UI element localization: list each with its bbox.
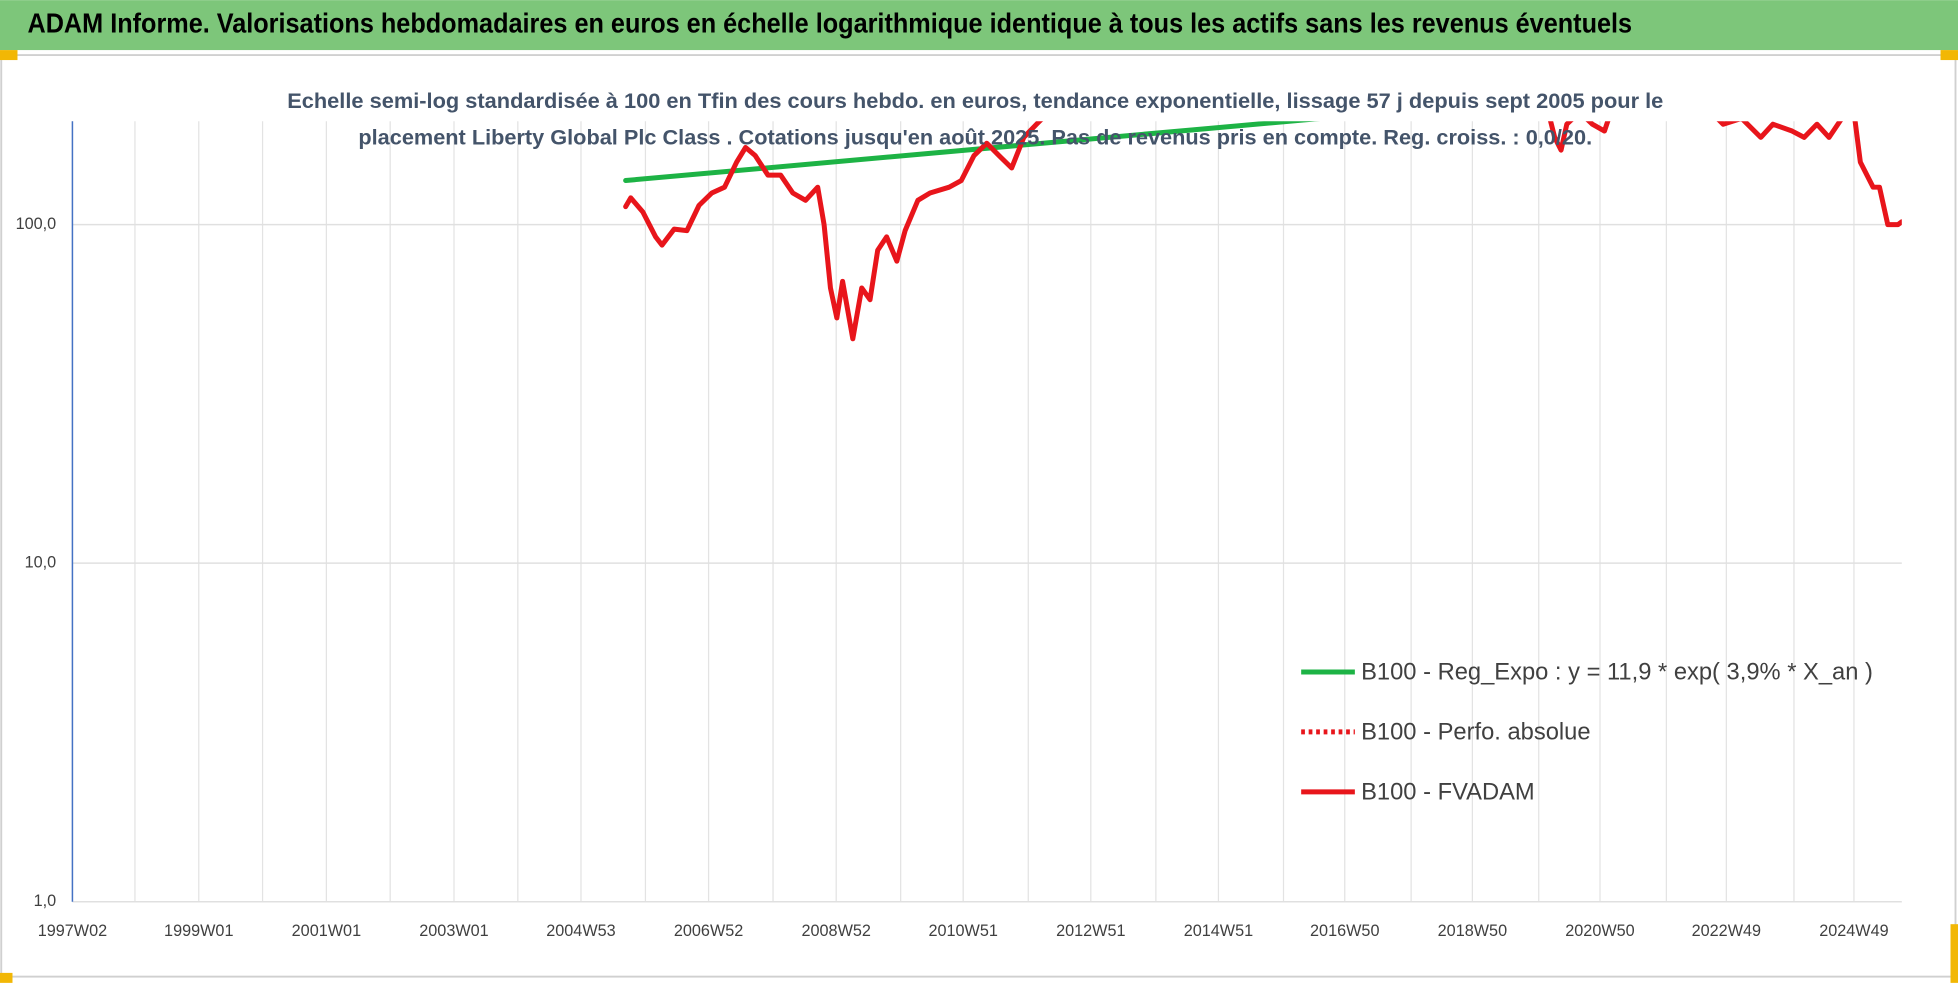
corner <box>0 50 18 61</box>
frame <box>0 54 1957 978</box>
corner <box>1950 924 1958 983</box>
corner <box>0 972 13 983</box>
chart-title: ADAM Informe. Valorisations hebdomadaire… <box>27 7 1632 38</box>
series-group <box>623 121 1902 342</box>
x-tick-label: 1999W01 <box>164 922 233 940</box>
x-tick-label: 2018W50 <box>1438 922 1507 940</box>
legend-label: B100 - Reg_Expo : y = 11,9 * exp( 3,9% *… <box>1361 659 1873 685</box>
x-tick-label: 2006W52 <box>674 922 743 940</box>
x-tick-label: 2003W01 <box>419 922 488 940</box>
x-tick-label: 2020W50 <box>1565 922 1634 940</box>
y-tick-label: 1,0 <box>34 892 57 910</box>
series-line <box>623 121 1318 184</box>
x-tick-label: 2022W49 <box>1692 922 1761 940</box>
subtitle: placement Liberty Global Plc Class . Cot… <box>358 126 1592 149</box>
x-tick-label: 2010W51 <box>928 922 997 940</box>
x-tick-label: 1997W02 <box>38 922 107 940</box>
x-tick-label: 2008W52 <box>801 922 870 940</box>
x-tick-label: 2014W51 <box>1184 922 1253 940</box>
x-tick-label: 2012W51 <box>1056 922 1125 940</box>
y-tick-label: 100,0 <box>16 215 57 233</box>
series-line <box>623 121 1902 342</box>
legend-label: B100 - FVADAM <box>1361 779 1535 805</box>
x-tick-label: 2004W53 <box>546 922 615 940</box>
title-bar <box>0 0 1958 51</box>
legend-label: B100 - Perfo. absolue <box>1361 719 1590 745</box>
x-tick-label: 2001W01 <box>292 922 361 940</box>
x-tick-label: 2024W49 <box>1819 922 1888 940</box>
subtitle: Echelle semi-log standardisée à 100 en T… <box>287 90 1663 113</box>
y-tick-label: 10,0 <box>25 553 57 571</box>
corner <box>1940 50 1958 61</box>
x-tick-label: 2016W50 <box>1310 922 1379 940</box>
